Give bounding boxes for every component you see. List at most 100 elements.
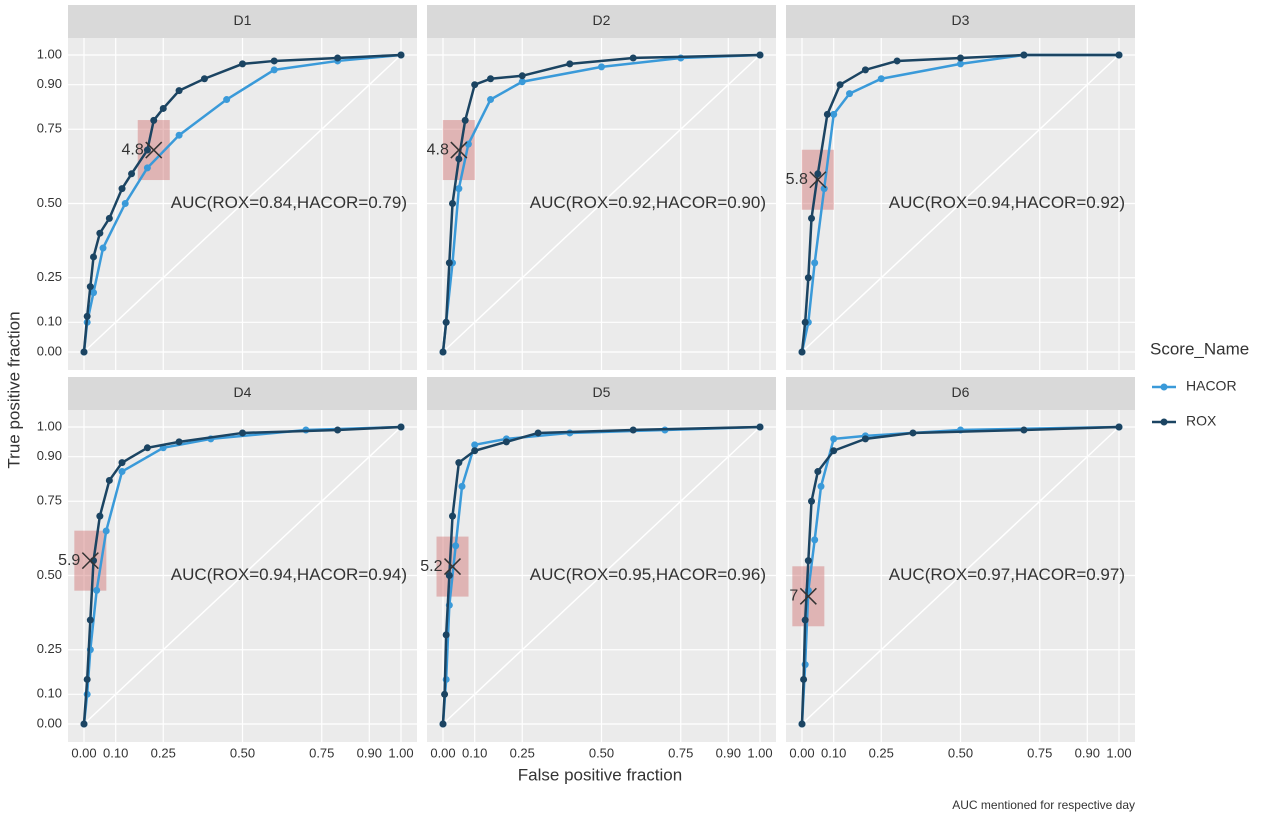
cutoff-marker [450, 141, 468, 159]
roc-line [800, 53, 1119, 353]
panel-title: D6 [952, 384, 970, 400]
roc-point [441, 690, 449, 698]
roc-point [455, 155, 463, 163]
x-tick-label: 0.00 [789, 745, 814, 760]
roc-point [143, 164, 151, 172]
roc-point [518, 78, 526, 86]
cutoff-label: 4.8 [121, 141, 143, 158]
roc-point [804, 557, 812, 565]
x-tick-label: 0.25 [151, 745, 176, 760]
cutoff-label: 5.2 [420, 558, 442, 575]
roc-point [817, 482, 825, 490]
x-tick-label: 1.00 [1106, 745, 1131, 760]
roc-point [239, 60, 246, 68]
x-tick-label: 0.50 [948, 745, 973, 760]
roc-point [442, 631, 450, 639]
legend-label: ROX [1186, 413, 1217, 429]
panel-title: D4 [234, 384, 252, 400]
roc-point [334, 54, 342, 62]
roc-point [811, 536, 819, 544]
roc-point [756, 423, 764, 431]
roc-point [99, 244, 107, 252]
roc-line [800, 53, 1119, 353]
legend-swatch-point [1160, 418, 1168, 426]
roc-point [1020, 51, 1028, 59]
roc-point [534, 429, 542, 437]
roc-point [452, 542, 460, 550]
cutoff-label: 7 [789, 588, 798, 605]
roc-point [445, 259, 453, 267]
x-axis-label: False positive fraction [518, 765, 682, 784]
roc-point [175, 438, 183, 446]
roc-point [121, 200, 129, 207]
y-tick-label: 0.10 [37, 686, 62, 701]
y-tick-label: 1.00 [37, 46, 62, 61]
x-tick-label: 0.90 [716, 745, 741, 760]
x-tick-label: 0.90 [357, 745, 382, 760]
roc-point [800, 675, 808, 683]
roc-point [150, 116, 158, 124]
panel-title: D3 [952, 12, 970, 28]
auc-annotation: AUC(ROX=0.95,HACOR=0.96) [530, 565, 766, 584]
roc-point [80, 348, 88, 356]
roc-point [143, 146, 151, 154]
y-tick-label: 0.10 [37, 314, 62, 329]
roc-point [86, 283, 94, 291]
auc-annotation: AUC(ROX=0.94,HACOR=0.94) [171, 565, 407, 584]
roc-point [830, 435, 838, 443]
roc-point [471, 447, 479, 455]
y-tick-label: 0.00 [37, 343, 62, 358]
reference-diagonal [83, 426, 402, 725]
roc-point [830, 110, 838, 118]
x-tick-label: 1.00 [388, 745, 413, 760]
roc-point [461, 116, 469, 124]
reference-diagonal [442, 426, 761, 725]
cutoff-marker [809, 171, 827, 189]
roc-point [86, 616, 94, 624]
roc-point [90, 253, 98, 261]
roc-point [200, 75, 208, 83]
cutoff-label: 5.8 [786, 171, 808, 188]
x-tick-label: 0.10 [821, 745, 846, 760]
y-tick-label: 0.90 [37, 448, 62, 463]
y-tick-label: 0.90 [37, 76, 62, 91]
y-axis-label: True positive fraction [4, 311, 23, 468]
reference-diagonal [83, 54, 402, 353]
legend-title: Score_Name [1150, 339, 1249, 358]
strip [786, 377, 1135, 410]
roc-point [566, 60, 574, 68]
panel-title: D1 [234, 12, 252, 28]
reference-diagonal [801, 426, 1120, 725]
roc-point [83, 312, 91, 320]
y-tick-label: 0.75 [37, 493, 62, 508]
roc-point [756, 51, 764, 59]
roc-point [487, 96, 495, 104]
reference-diagonal [442, 54, 761, 353]
roc-point [93, 586, 101, 594]
reference-diagonal [801, 54, 1120, 353]
roc-point [175, 87, 183, 95]
x-tick-label: 0.75 [668, 745, 693, 760]
roc-point [518, 72, 526, 80]
caption: AUC mentioned for respective day [952, 798, 1135, 812]
strip [786, 5, 1135, 38]
roc-point [143, 444, 151, 452]
roc-point [397, 51, 405, 59]
cutoff-marker [799, 587, 817, 605]
roc-point [96, 229, 104, 237]
roc-point [830, 447, 838, 455]
roc-point [239, 429, 246, 437]
roc-point [118, 185, 126, 193]
y-tick-label: 0.50 [37, 195, 62, 210]
roc-point [449, 512, 457, 520]
roc-point [96, 512, 104, 520]
legend-swatch-point [1160, 383, 1168, 391]
x-tick-label: 0.00 [71, 745, 96, 760]
roc-point [909, 429, 917, 437]
roc-point [808, 214, 816, 222]
x-tick-label: 1.00 [747, 745, 772, 760]
roc-point [80, 720, 88, 728]
cutoff-label: 4.8 [427, 141, 449, 158]
roc-point [449, 200, 457, 207]
x-tick-label: 0.10 [103, 745, 128, 760]
